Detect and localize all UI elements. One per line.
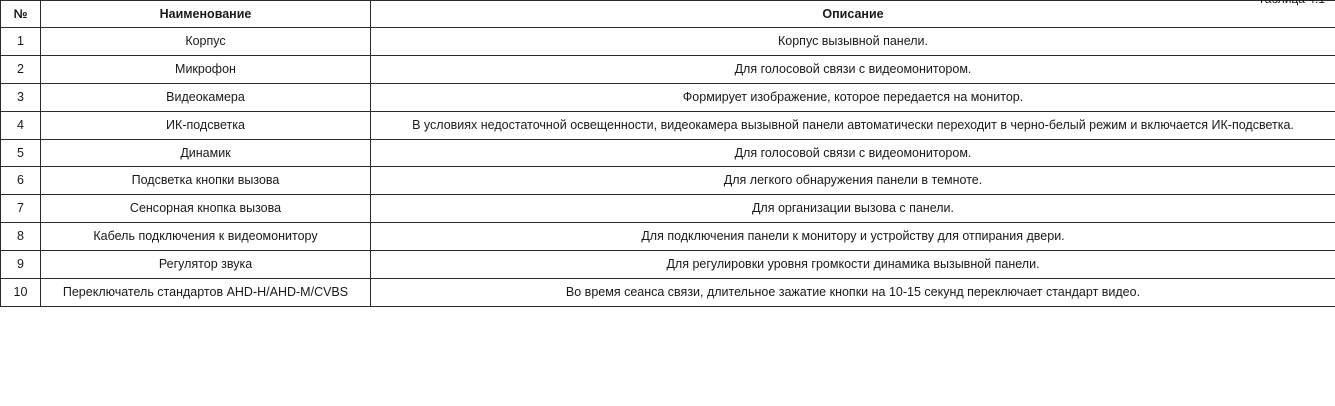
table-row[interactable]: 9 Регулятор звука Для регулировки уровня г…: [1, 251, 1335, 279]
row-number-4: 4: [1, 111, 41, 139]
row-number-3: 3: [1, 83, 41, 111]
row-number-1: 1: [1, 28, 41, 56]
row-description-2: Для голосовой связи с видеомонитором.: [371, 55, 1335, 83]
row-name-5: Динамик: [41, 139, 371, 167]
row-number-9: 9: [1, 251, 41, 279]
row-description-5: Для голосовой связи с видеомонитором.: [371, 139, 1335, 167]
row-number-7: 7: [1, 195, 41, 223]
table-row[interactable]: 5 Динамик Для голосовой связи с видеомонит…: [1, 139, 1335, 167]
row-description-8: Для подключения панели к монитору и устр…: [371, 223, 1335, 251]
row-description-4: В условиях недостаточной освещенности, в…: [371, 111, 1335, 139]
row-name-3: Видеокамера: [41, 83, 371, 111]
row-description-1: Корпус вызывной панели.: [371, 28, 1335, 56]
row-description-6: Для легкого обнаружения панели в темноте…: [371, 167, 1335, 195]
row-description-3: Формирует изображение, которое передаетс…: [371, 83, 1335, 111]
row-number-6: 6: [1, 167, 41, 195]
row-name-8: Кабель подключения к видеомонитору: [41, 223, 371, 251]
table-row[interactable]: 1 Корпус Корпус вызывной панели.: [1, 28, 1335, 56]
row-name-9: Регулятор звука: [41, 251, 371, 279]
table-header-row: № Наименование Описание: [1, 1, 1335, 28]
row-name-7: Сенсорная кнопка вызова: [41, 195, 371, 223]
row-name-10: Переключатель стандартов AHD-H/AHD-M/CVB…: [41, 278, 371, 306]
row-number-2: 2: [1, 55, 41, 83]
components-table: № Наименование Описание 1 Корпус Корпус вы…: [0, 0, 1335, 307]
table-row[interactable]: 8 Кабель подключения к видеомонитору Для п…: [1, 223, 1335, 251]
row-number-5: 5: [1, 139, 41, 167]
row-name-2: Микрофон: [41, 55, 371, 83]
table-body: 1 Корпус Корпус вызывной панели. 2 Микрофон Д…: [1, 28, 1335, 307]
table-page: Таблица 4.1 № Наименование Описание 1Кор…: [0, 0, 1335, 406]
table-row[interactable]: 4 ИК-подсветка В условиях недостаточной ос…: [1, 111, 1335, 139]
row-name-6: Подсветка кнопки вызова: [41, 167, 371, 195]
column-header-desc: Описание: [371, 1, 1335, 28]
row-number-10: 10: [1, 278, 41, 306]
table-row[interactable]: 2 Микрофон Для голосовой связи с видеомони…: [1, 55, 1335, 83]
table-row[interactable]: 7 Сенсорная кнопка вызова Для организации …: [1, 195, 1335, 223]
row-description-9: Для регулировки уровня громкости динамик…: [371, 251, 1335, 279]
row-name-4: ИК-подсветка: [41, 111, 371, 139]
table-row[interactable]: 3 Видеокамера Формирует изображение, котор…: [1, 83, 1335, 111]
table-row[interactable]: 6 Подсветка кнопки вызова Для легкого обна…: [1, 167, 1335, 195]
column-header-name: Наименование: [41, 1, 371, 28]
row-description-10: Во время сеанса связи, длительное зажати…: [371, 278, 1335, 306]
column-header-num: №: [1, 1, 41, 28]
row-number-8: 8: [1, 223, 41, 251]
table-caption: Таблица 4.1: [1258, 0, 1325, 6]
row-description-7: Для организации вызова с панели.: [371, 195, 1335, 223]
table-row[interactable]: 10 Переключатель стандартов AHD-H/AHD-M/C…: [1, 278, 1335, 306]
row-name-1: Корпус: [41, 28, 371, 56]
